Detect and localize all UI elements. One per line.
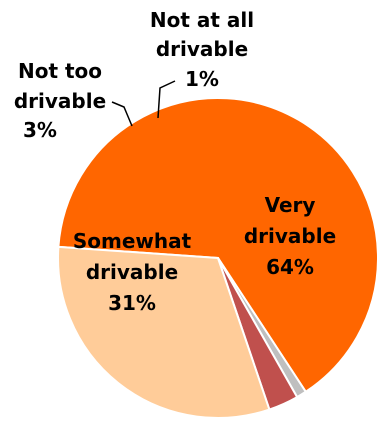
label-somewhat-drivable-line1: Somewhat [73, 229, 192, 253]
leader-line-not-at-all-drivable [157, 80, 176, 119]
slice-somewhat-drivable [57, 245, 271, 420]
label-very-drivable-line2: drivable [244, 224, 336, 248]
label-not-too-drivable-value: 3% [23, 118, 57, 142]
slice-very-drivable [57, 97, 377, 394]
label-somewhat-drivable-value: 31% [108, 291, 156, 315]
leader-line-not-too-drivable [111, 101, 133, 127]
label-not-at-all-drivable-line2: drivable [156, 37, 248, 61]
label-very-drivable-value: 64% [266, 255, 314, 279]
label-very-drivable-line1: Very [265, 193, 316, 217]
label-not-too-drivable-line1: Not too [18, 59, 102, 83]
label-not-at-all-drivable-value: 1% [185, 67, 219, 91]
leader-lines [111, 80, 176, 127]
pie-slices [57, 97, 377, 420]
label-not-at-all-drivable-line1: Not at all [150, 8, 254, 32]
label-not-too-drivable-line2: drivable [14, 89, 106, 113]
slice-labels: Very drivable 64% Not at all drivable 1%… [14, 8, 336, 315]
label-somewhat-drivable-line2: drivable [86, 260, 178, 284]
